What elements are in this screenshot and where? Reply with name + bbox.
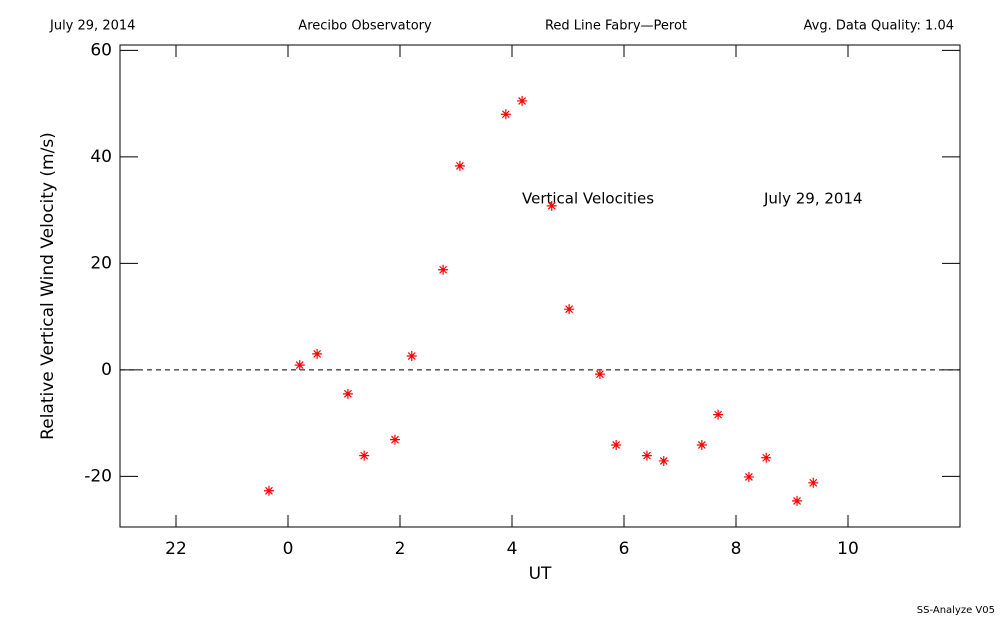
point [743, 471, 754, 482]
point [389, 434, 400, 445]
header-quality: Avg. Data Quality: 1.04 [804, 19, 954, 34]
x-tick-label: 0 [283, 539, 294, 559]
point [342, 388, 353, 399]
point [546, 200, 557, 211]
header-date: July 29, 2014 [49, 19, 135, 34]
point [713, 409, 724, 420]
y-tick-label: 60 [90, 40, 112, 60]
plot-frame [119, 44, 961, 528]
point [611, 439, 622, 450]
point [658, 455, 669, 466]
point [564, 304, 575, 315]
y-axis-label: Relative Vertical Wind Velocity (m/s) [38, 132, 58, 440]
point [500, 109, 511, 120]
annotation: July 29, 2014 [763, 190, 863, 208]
point [641, 450, 652, 461]
y-tick-label: 20 [90, 253, 112, 273]
x-tick-label: 22 [165, 539, 187, 559]
y-tick-label: 0 [101, 360, 112, 380]
point [312, 348, 323, 359]
point [594, 369, 605, 380]
y-tick-label: 40 [90, 147, 112, 167]
header-site: Arecibo Observatory [298, 19, 432, 34]
y-tick-label: -20 [84, 466, 112, 486]
x-tick-label: 6 [619, 539, 630, 559]
x-tick-label: 10 [837, 539, 859, 559]
header-instrument: Red Line Fabry—Perot [545, 19, 687, 34]
x-tick-label: 8 [731, 539, 742, 559]
point [263, 485, 274, 496]
point [438, 264, 449, 275]
point [406, 351, 417, 362]
point [517, 95, 528, 106]
point [454, 160, 465, 171]
x-axis-label: UT [529, 564, 552, 584]
point [359, 450, 370, 461]
x-tick-label: 4 [507, 539, 518, 559]
point [792, 495, 803, 506]
annotation: Vertical Velocities [522, 190, 654, 208]
point [808, 477, 819, 488]
point [761, 452, 772, 463]
point [294, 360, 305, 371]
x-tick-label: 2 [395, 539, 406, 559]
footer: SS-Analyze V05 [917, 605, 995, 616]
point [696, 439, 707, 450]
